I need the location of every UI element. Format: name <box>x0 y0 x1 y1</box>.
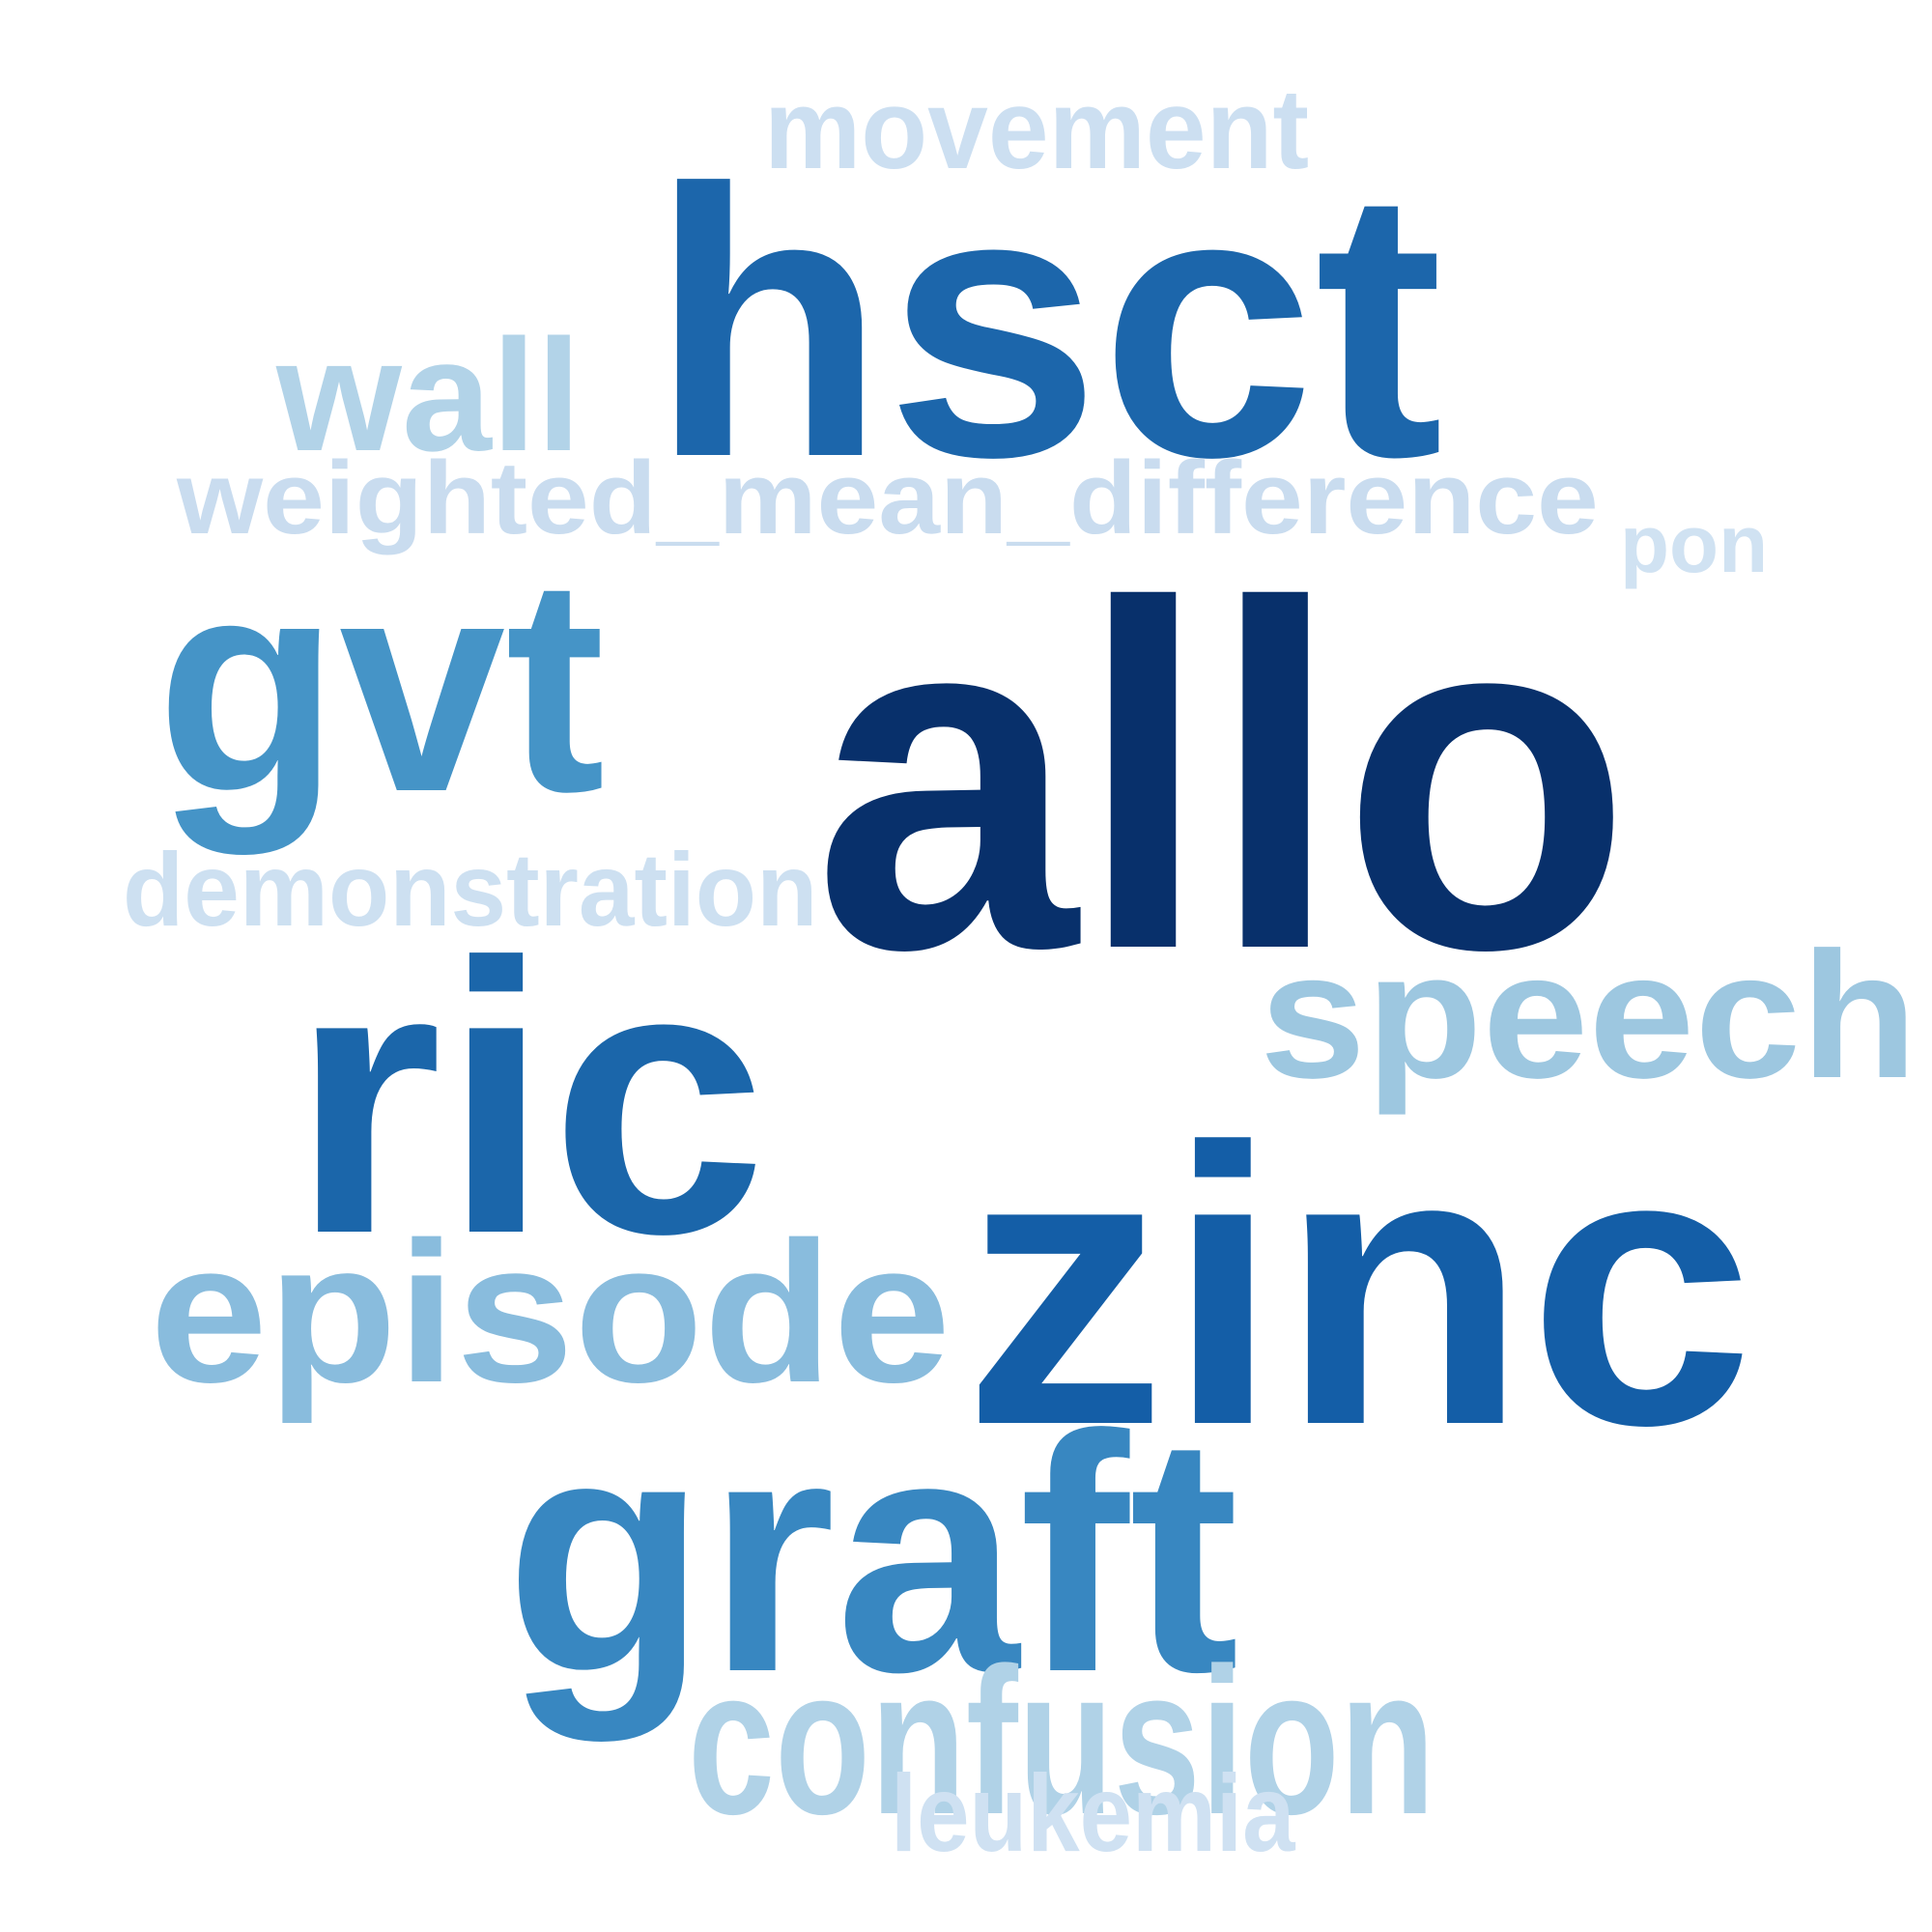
word-confusion: confusion <box>688 1624 1435 1859</box>
word-ric: ric <box>290 884 767 1315</box>
word-zinc: zinc <box>963 1067 1754 1508</box>
word-gvt: gvt <box>156 514 605 856</box>
word-pon: pon <box>1619 497 1769 589</box>
word-episode: episode <box>150 1200 952 1425</box>
word-movement: movement <box>764 64 1310 192</box>
word-allo: allo <box>813 504 1633 1052</box>
word-demonstration: demonstration <box>122 831 818 949</box>
word-weighted-mean-difference: weighted_mean_difference <box>177 440 1599 556</box>
word-wall: wall <box>275 305 582 484</box>
word-hsct: hsct <box>650 109 1444 536</box>
word-graft: graft <box>505 1364 1240 1742</box>
word-leukemia: leukemia <box>891 1751 1295 1875</box>
word-speech: speech <box>1260 914 1918 1116</box>
